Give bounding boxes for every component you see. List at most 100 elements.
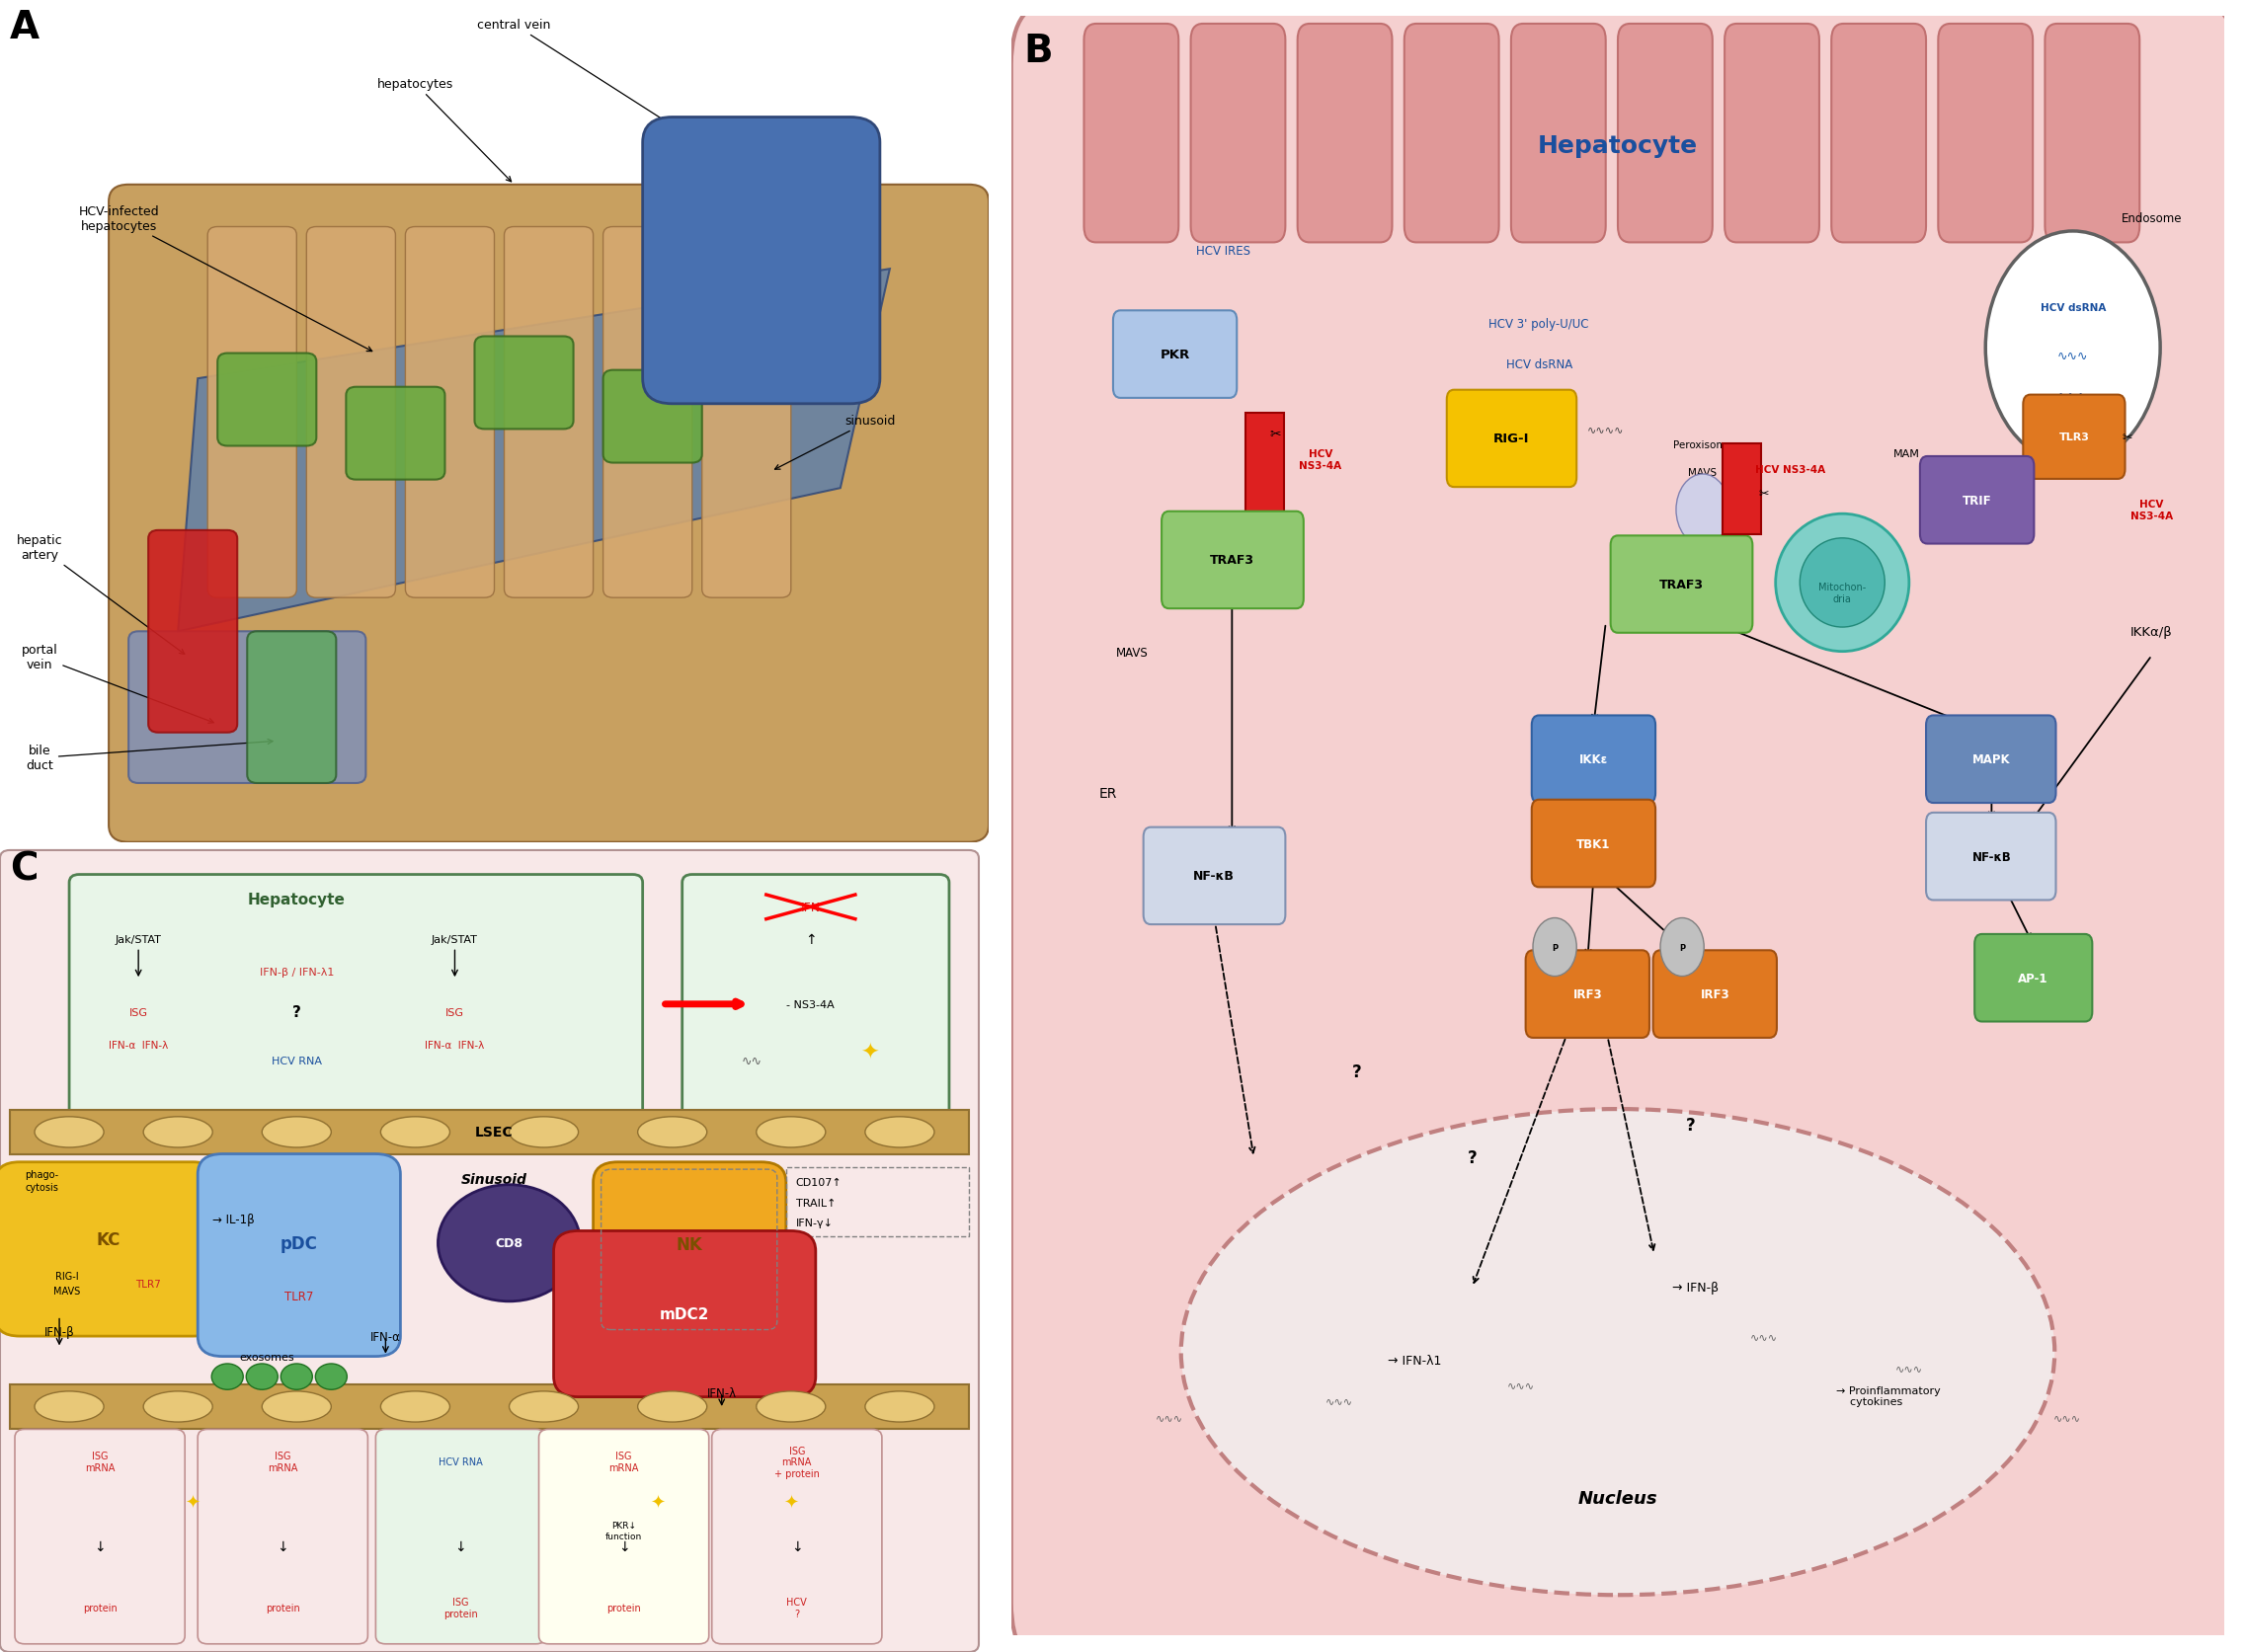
FancyBboxPatch shape [602, 370, 701, 464]
Text: Sinusoid: Sinusoid [461, 1173, 528, 1186]
FancyBboxPatch shape [0, 851, 980, 1652]
FancyBboxPatch shape [1297, 25, 1393, 243]
Text: HCV dsRNA: HCV dsRNA [2040, 302, 2105, 312]
Text: - NS3-4A: - NS3-4A [786, 999, 836, 1009]
Text: IFN-λ: IFN-λ [708, 1386, 737, 1399]
FancyBboxPatch shape [683, 876, 948, 1118]
FancyBboxPatch shape [207, 228, 297, 598]
Ellipse shape [263, 1391, 330, 1422]
Ellipse shape [757, 1391, 825, 1422]
Text: RIG-I: RIG-I [1492, 433, 1530, 446]
Bar [9, 1110, 968, 1155]
Ellipse shape [638, 1117, 708, 1148]
Circle shape [1676, 474, 1730, 545]
FancyBboxPatch shape [16, 1429, 184, 1644]
FancyBboxPatch shape [404, 228, 494, 598]
FancyBboxPatch shape [108, 185, 989, 843]
Text: phago-: phago- [25, 1170, 58, 1180]
FancyBboxPatch shape [593, 1163, 786, 1336]
Text: NK: NK [676, 1236, 703, 1254]
FancyBboxPatch shape [346, 388, 445, 481]
FancyBboxPatch shape [148, 530, 238, 733]
Text: Nucleus: Nucleus [1577, 1488, 1658, 1507]
Text: ✂: ✂ [1270, 428, 1281, 441]
FancyBboxPatch shape [1926, 715, 2056, 803]
Text: HCV
?: HCV ? [786, 1597, 807, 1619]
Text: IFN-α  IFN-λ: IFN-α IFN-λ [425, 1041, 485, 1049]
Ellipse shape [865, 1117, 935, 1148]
Text: HCV
NS3-4A: HCV NS3-4A [2130, 499, 2173, 520]
Text: TLR7: TLR7 [283, 1290, 312, 1302]
Text: ISG
mRNA: ISG mRNA [85, 1450, 115, 1472]
FancyBboxPatch shape [1611, 537, 1753, 633]
Text: MAVS: MAVS [54, 1285, 81, 1295]
Text: HCV RNA: HCV RNA [272, 1056, 321, 1066]
Ellipse shape [380, 1391, 449, 1422]
Ellipse shape [144, 1117, 213, 1148]
Circle shape [281, 1365, 312, 1389]
Text: ∿∿: ∿∿ [742, 1054, 762, 1067]
Ellipse shape [263, 1117, 330, 1148]
Circle shape [211, 1365, 243, 1389]
Text: ✦: ✦ [184, 1493, 200, 1512]
FancyBboxPatch shape [198, 1429, 369, 1644]
Text: ↓: ↓ [791, 1540, 802, 1553]
Text: TRAIL↑: TRAIL↑ [795, 1198, 836, 1208]
Text: hepatic
artery: hepatic artery [16, 534, 184, 654]
Text: ISG
mRNA: ISG mRNA [609, 1450, 638, 1472]
Text: Peroxisome: Peroxisome [1674, 441, 1732, 451]
FancyBboxPatch shape [1191, 25, 1285, 243]
FancyBboxPatch shape [1083, 25, 1180, 243]
Text: ∿∿∿: ∿∿∿ [1750, 1332, 1777, 1341]
Text: P: P [1553, 943, 1557, 952]
Text: protein: protein [607, 1602, 640, 1612]
FancyBboxPatch shape [1112, 311, 1236, 398]
Ellipse shape [757, 1117, 825, 1148]
Text: MAPK: MAPK [1973, 753, 2011, 767]
Text: Endosome: Endosome [2121, 213, 2182, 225]
Text: TRAF3: TRAF3 [1658, 578, 1703, 591]
Text: ∿∿∿∿: ∿∿∿∿ [1586, 425, 1625, 434]
Bar [9, 1384, 968, 1429]
Text: ✂: ✂ [1757, 487, 1768, 501]
Text: HCV 3' poly-U/UC: HCV 3' poly-U/UC [1490, 317, 1589, 330]
FancyBboxPatch shape [1532, 715, 1656, 803]
Text: exosomes: exosomes [240, 1351, 294, 1361]
Text: P: P [1679, 943, 1685, 952]
Text: RIG-I: RIG-I [56, 1272, 79, 1282]
Ellipse shape [1775, 514, 1910, 653]
Text: TBK1: TBK1 [1577, 838, 1611, 851]
Text: → IL-1β: → IL-1β [213, 1213, 254, 1226]
FancyBboxPatch shape [1654, 950, 1777, 1037]
Text: ↓: ↓ [94, 1540, 106, 1553]
Text: HCV dsRNA: HCV dsRNA [1505, 358, 1573, 372]
Text: bile
duct: bile duct [27, 740, 272, 771]
Text: → IFN-λ1: → IFN-λ1 [1386, 1355, 1440, 1366]
Text: MAVS: MAVS [1117, 646, 1148, 659]
Text: PKR: PKR [1159, 349, 1191, 362]
Text: ↓: ↓ [454, 1540, 467, 1553]
Text: ∿∿∿: ∿∿∿ [2058, 350, 2087, 363]
Text: Jak/STAT: Jak/STAT [115, 935, 162, 945]
FancyBboxPatch shape [1144, 828, 1285, 925]
FancyBboxPatch shape [1245, 413, 1285, 514]
FancyBboxPatch shape [1510, 25, 1607, 243]
Text: ∿∿∿: ∿∿∿ [1155, 1412, 1182, 1422]
Polygon shape [178, 269, 890, 631]
FancyBboxPatch shape [503, 228, 593, 598]
FancyBboxPatch shape [0, 1163, 218, 1336]
Text: ✦: ✦ [649, 1493, 665, 1512]
FancyBboxPatch shape [128, 631, 366, 783]
Circle shape [1986, 231, 2159, 464]
Text: IFN-α: IFN-α [371, 1330, 400, 1343]
Text: → IFN-β: → IFN-β [1672, 1280, 1719, 1294]
Text: ✂: ✂ [2121, 431, 2132, 444]
FancyBboxPatch shape [1618, 25, 1712, 243]
Text: ISG: ISG [445, 1008, 465, 1018]
Ellipse shape [380, 1117, 449, 1148]
Text: ✦: ✦ [861, 1042, 879, 1062]
Text: protein: protein [265, 1602, 299, 1612]
FancyBboxPatch shape [375, 1429, 546, 1644]
Text: ∿∿∿: ∿∿∿ [1326, 1396, 1353, 1406]
FancyBboxPatch shape [198, 1155, 400, 1356]
